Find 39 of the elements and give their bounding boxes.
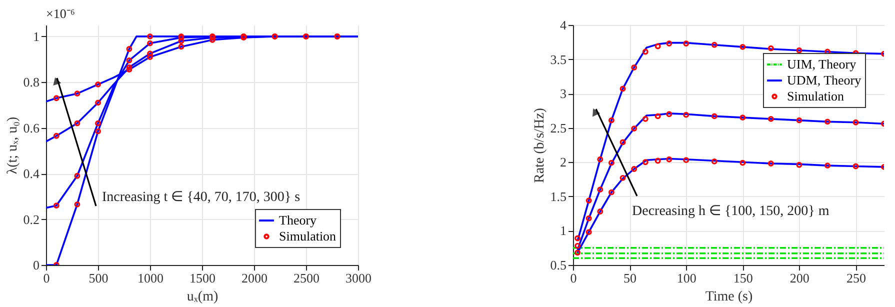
- y-tick-label: 3.5: [550, 52, 566, 67]
- x-tick-label: 1500: [190, 270, 216, 286]
- x-axis-title: Time (s): [705, 290, 753, 304]
- y-tick-label: 3: [560, 86, 566, 102]
- x-tick-label: 2500: [294, 270, 320, 286]
- y-axis-title: Rate (b/s/Hz): [532, 108, 548, 184]
- legend-label: Theory: [279, 212, 318, 228]
- y-tick-label: 1: [33, 28, 40, 44]
- y-tick-label: 0.4: [23, 166, 40, 182]
- y-tick-label: 0.6: [23, 120, 40, 136]
- x-tick-label: 0: [570, 270, 577, 286]
- x-tick-label: 3000: [346, 270, 372, 286]
- y-tick-label: 2: [560, 154, 566, 170]
- legend-label: UDM, Theory: [787, 72, 862, 88]
- y-tick-label: 0.5: [550, 258, 566, 272]
- y-tick-label: 1: [560, 223, 566, 238]
- x-tick-label: 1000: [138, 270, 164, 286]
- text: ×10⁻⁶: [46, 6, 75, 21]
- x-tick-label: 150: [733, 270, 753, 286]
- x-tick-label: 500: [88, 270, 108, 286]
- legend-label: Simulation: [279, 228, 337, 244]
- x-tick-label: 50: [624, 270, 637, 286]
- y-tick-label: 0: [33, 258, 40, 272]
- annotation: Increasing t ∈ {40, 70, 170, 300} s: [102, 190, 300, 205]
- x-axis-title: uₓ(m): [186, 290, 218, 304]
- y-tick-label: 0.2: [23, 212, 40, 227]
- y-tick-label: 1.5: [550, 188, 566, 204]
- x-tick-label: 2000: [242, 270, 268, 286]
- x-tick-label: 250: [846, 270, 866, 286]
- y-axis-title: λ(t; uₓ, u₀): [5, 116, 20, 174]
- legend-label: Simulation: [787, 88, 845, 104]
- y-tick-label: 2.5: [550, 120, 566, 136]
- x-tick-label: 0: [43, 270, 50, 286]
- x-tick-label: 200: [790, 270, 810, 286]
- y-tick-label: 0.8: [23, 74, 40, 90]
- annotation: Decreasing h ∈ {100, 150, 200} m: [632, 204, 830, 219]
- legend-label: UIM, Theory: [787, 56, 857, 72]
- x-tick-label: 100: [676, 270, 696, 286]
- y-tick-label: 4: [560, 18, 567, 32]
